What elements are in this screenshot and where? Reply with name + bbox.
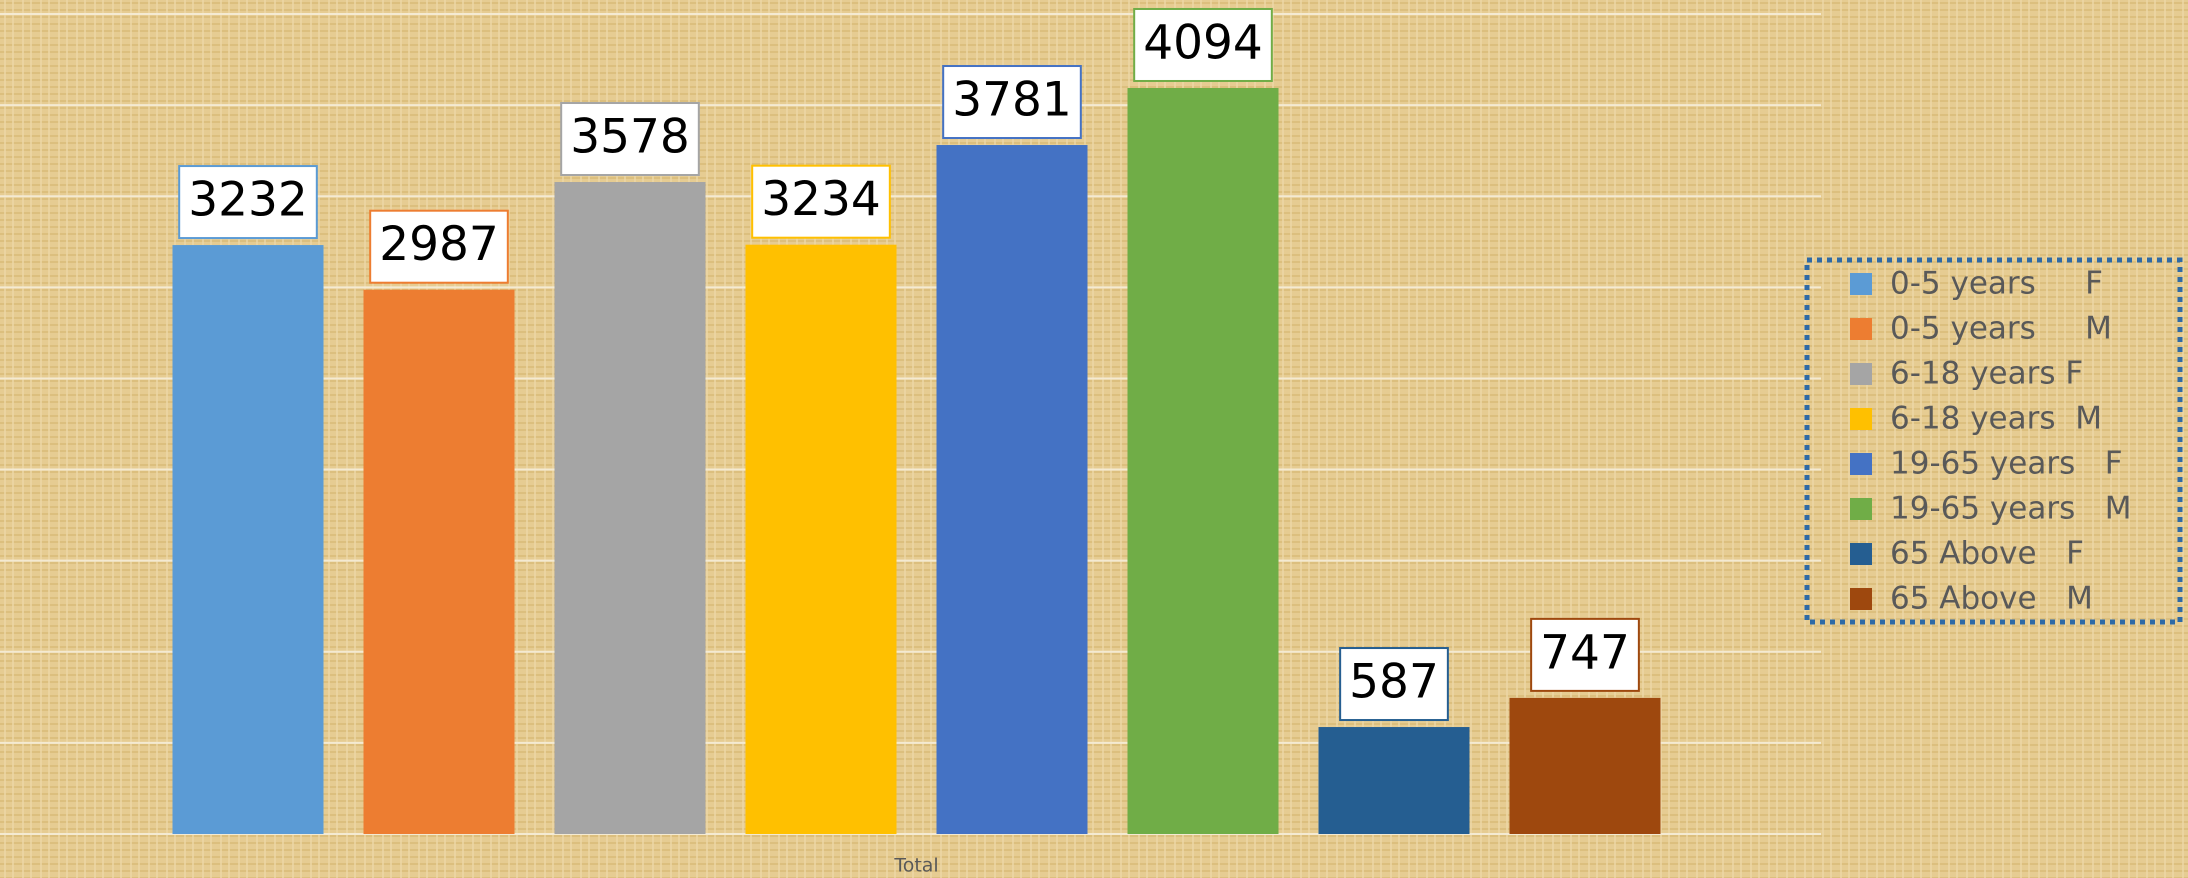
data-label-box (1339, 647, 1449, 722)
bar (745, 244, 897, 834)
bar (172, 245, 324, 834)
legend-label: 6-18 years M (1890, 401, 2102, 437)
data-label-box (369, 209, 509, 284)
data-label-text: 587 (1349, 655, 1439, 710)
data-label-text: 3578 (570, 110, 690, 165)
bar (363, 289, 515, 834)
bar (1318, 727, 1470, 834)
data-label-box (942, 65, 1082, 140)
legend-swatch (1850, 498, 1872, 520)
x-tick-label: Total (893, 855, 938, 877)
legend-label: 19-65 years M (1890, 491, 2132, 527)
legend-label: 19-65 years F (1890, 446, 2123, 482)
data-label-box (751, 164, 891, 239)
data-label-text: 3234 (761, 172, 881, 227)
data-label-text: 3781 (952, 73, 1072, 128)
legend-label: 65 Above M (1890, 581, 2093, 617)
legend-swatch (1850, 273, 1872, 295)
data-label: 4094 (1133, 7, 1273, 82)
data-label-box (1133, 7, 1273, 82)
legend-box (1804, 257, 2183, 625)
data-label: 3232 (178, 165, 318, 240)
bar (1127, 87, 1279, 834)
data-label-text: 4094 (1143, 15, 1263, 70)
data-label: 2987 (369, 209, 509, 284)
legend-swatch (1850, 363, 1872, 385)
data-label-text: 3232 (188, 173, 308, 228)
data-label-box (560, 102, 700, 177)
data-label: 3578 (560, 102, 700, 177)
bar (554, 182, 706, 834)
data-label: 747 (1530, 617, 1640, 692)
legend-label: 6-18 years F (1890, 356, 2083, 392)
legend-label: 65 Above F (1890, 536, 2084, 572)
data-label-text: 747 (1540, 625, 1630, 680)
bar (1509, 697, 1661, 834)
legend-swatch (1850, 588, 1872, 610)
bar (936, 145, 1088, 835)
data-label-box (1530, 617, 1640, 692)
data-label: 3781 (942, 65, 1082, 140)
data-label-box (178, 165, 318, 240)
data-label: 3234 (751, 164, 891, 239)
data-label-text: 2987 (379, 217, 499, 272)
legend-swatch (1850, 318, 1872, 340)
legend-swatch (1850, 408, 1872, 430)
legend-label: 0-5 years F (1890, 266, 2103, 302)
data-label: 587 (1339, 647, 1449, 722)
legend-swatch (1850, 543, 1872, 565)
legend-label: 0-5 years M (1890, 311, 2112, 347)
legend-swatch (1850, 453, 1872, 475)
